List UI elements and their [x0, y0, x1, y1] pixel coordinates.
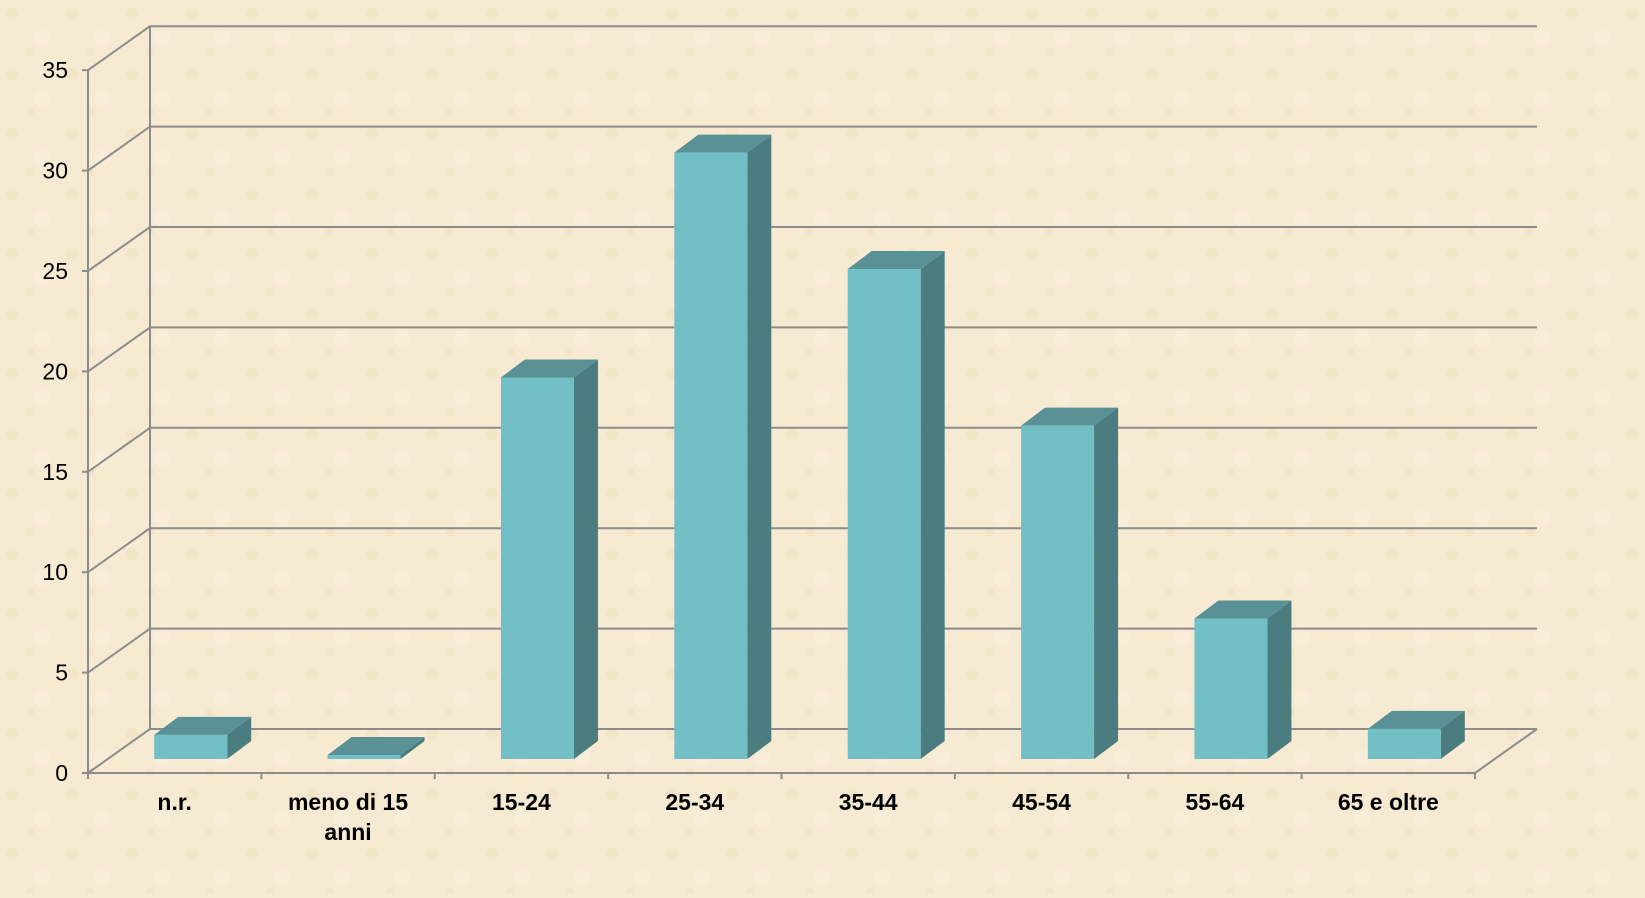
gridline-diagonal	[87, 125, 151, 172]
bar-side-face	[400, 736, 425, 759]
x-tick-label: 65 e oltre	[1338, 789, 1439, 815]
bar-side-face	[227, 716, 252, 759]
bar-front-face	[674, 152, 748, 760]
y-tick-label: 20	[42, 358, 68, 384]
x-tick-label-line: 55-64	[1186, 789, 1245, 815]
bar-top-face	[674, 134, 772, 153]
bar-front-face	[154, 734, 228, 759]
y-tick-label: 10	[42, 559, 68, 585]
x-tick-label: 15-24	[492, 789, 551, 815]
axis-labels: 0 5 10 15 20 25 30 35 n.r. meno di 15 anni 15-24 25-…	[42, 57, 1438, 845]
y-tick-label: 30	[42, 158, 68, 184]
bar-front-face	[1194, 618, 1268, 759]
x-tick-label-line: 15-24	[492, 789, 551, 815]
bar-top-face	[327, 736, 425, 755]
bar-top-face	[847, 251, 945, 270]
gridline-diagonal	[87, 25, 151, 72]
bar-front-face	[1021, 425, 1095, 759]
gridlines	[87, 25, 1537, 774]
axes	[82, 26, 1538, 779]
bar-front-face	[500, 377, 574, 759]
y-tick-label: 35	[42, 57, 68, 83]
bar-front-face	[1367, 728, 1441, 759]
bar-top-face	[154, 716, 252, 735]
x-tick-label: meno di 15 anni	[288, 789, 408, 845]
x-tick-label-line: n.r.	[157, 789, 192, 815]
y-tick-label: 15	[42, 459, 68, 485]
bar-5	[847, 251, 945, 759]
x-tick-label-line: meno di 15	[288, 789, 408, 815]
gridline-diagonal	[87, 627, 151, 674]
bar-3	[500, 359, 598, 759]
bar-7	[1194, 600, 1292, 759]
gridline-diagonal	[87, 426, 151, 473]
bar-top-face	[1021, 407, 1119, 426]
bar-4	[674, 134, 772, 760]
x-tick-label-line: 25-34	[665, 789, 724, 815]
bar-front-face	[327, 754, 401, 759]
bar-8	[1367, 710, 1465, 759]
x-tick-label: n.r.	[157, 789, 192, 815]
bar-top-face	[1194, 600, 1292, 619]
floor-right-edge	[1474, 728, 1538, 774]
x-tick-label-line: 35-44	[839, 789, 898, 815]
bars	[154, 134, 1465, 760]
gridline-diagonal	[87, 728, 151, 774]
x-tick-label-line: anni	[324, 819, 371, 845]
y-tick-label: 5	[55, 660, 68, 686]
x-tick-label-line: 45-54	[1012, 789, 1071, 815]
bar-front-face	[847, 269, 921, 759]
x-tick-label: 35-44	[839, 789, 898, 815]
bar-side-face	[573, 359, 598, 759]
y-tick-label: 0	[55, 760, 68, 786]
x-tick-label: 45-54	[1012, 789, 1071, 815]
bar-1	[154, 716, 252, 759]
x-tick-label: 25-34	[665, 789, 724, 815]
bar-top-face	[500, 359, 598, 378]
bar-top-face	[1367, 710, 1465, 729]
bar-side-face	[920, 251, 945, 759]
bar-side-face	[1267, 600, 1292, 759]
gridline-diagonal	[87, 226, 151, 272]
x-tick-label-line: 65 e oltre	[1338, 789, 1439, 815]
bar-side-face	[1440, 710, 1465, 759]
bar-2	[327, 736, 425, 759]
bar-side-face	[747, 134, 772, 760]
bar-6	[1021, 407, 1119, 759]
gridline-diagonal	[87, 326, 151, 373]
bar-side-face	[1094, 407, 1119, 759]
gridline-diagonal	[87, 527, 151, 574]
y-tick-label: 25	[42, 258, 68, 284]
x-tick-label: 55-64	[1186, 789, 1245, 815]
